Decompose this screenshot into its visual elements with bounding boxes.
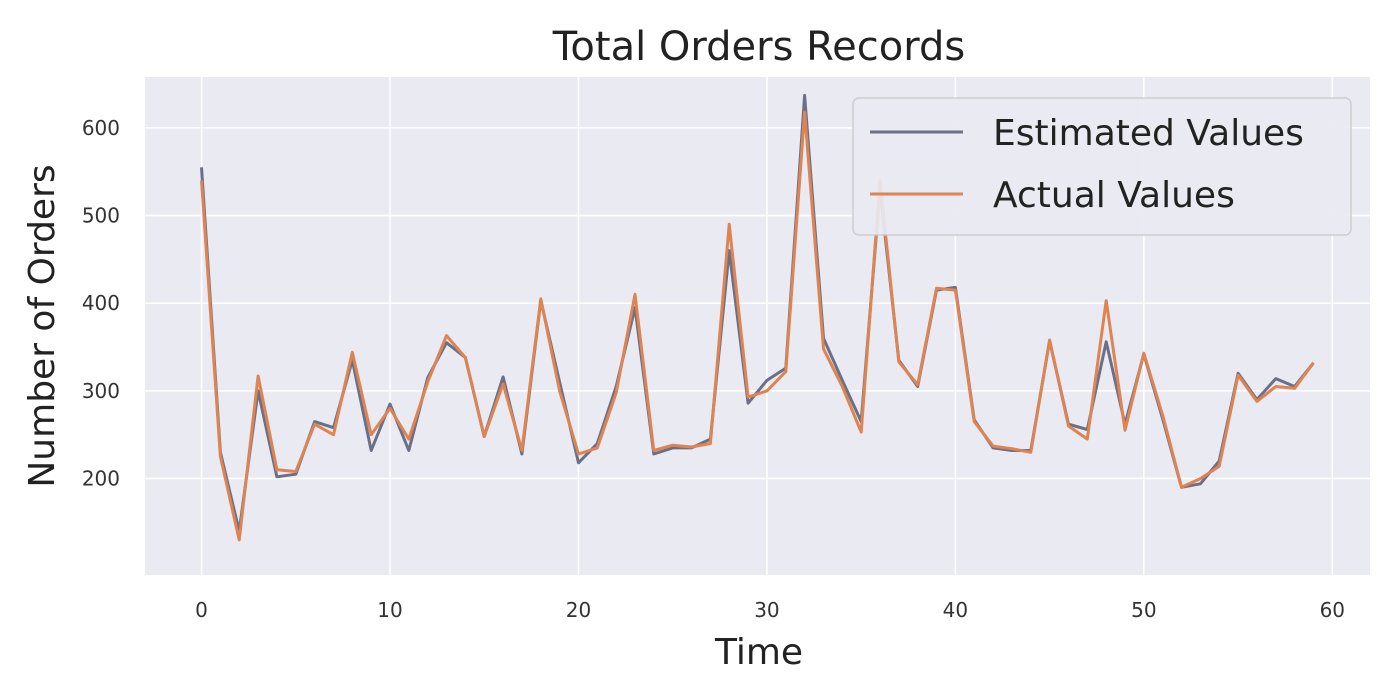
x-tick-label: 0 [195,598,208,622]
x-tick-label: 30 [754,598,779,622]
chart-title: Total Orders Records [552,24,965,70]
y-tick-label: 300 [82,379,120,403]
legend-label-estimated: Estimated Values [993,113,1304,154]
x-tick-label: 10 [377,598,402,622]
x-tick-label: 50 [1131,598,1156,622]
y-tick-label: 600 [82,116,120,140]
legend: Estimated Values Actual Values [852,97,1352,236]
y-axis-ticks: 200 300 400 500 600 [82,116,120,491]
series-layer [200,93,1315,542]
x-tick-label: 20 [566,598,591,622]
y-axis-label: Number of Orders [22,164,63,487]
series-line-actual-values [200,110,1315,542]
x-axis-ticks: 0 10 20 30 40 50 60 [195,598,1345,622]
y-tick-label: 500 [82,204,120,228]
x-tick-label: 60 [1320,598,1345,622]
legend-label-actual: Actual Values [993,175,1235,216]
x-axis-label: Time [714,632,803,673]
x-tick-label: 40 [943,598,968,622]
y-tick-label: 400 [82,291,120,315]
legend-box [852,97,1352,236]
y-tick-label: 200 [82,467,120,491]
